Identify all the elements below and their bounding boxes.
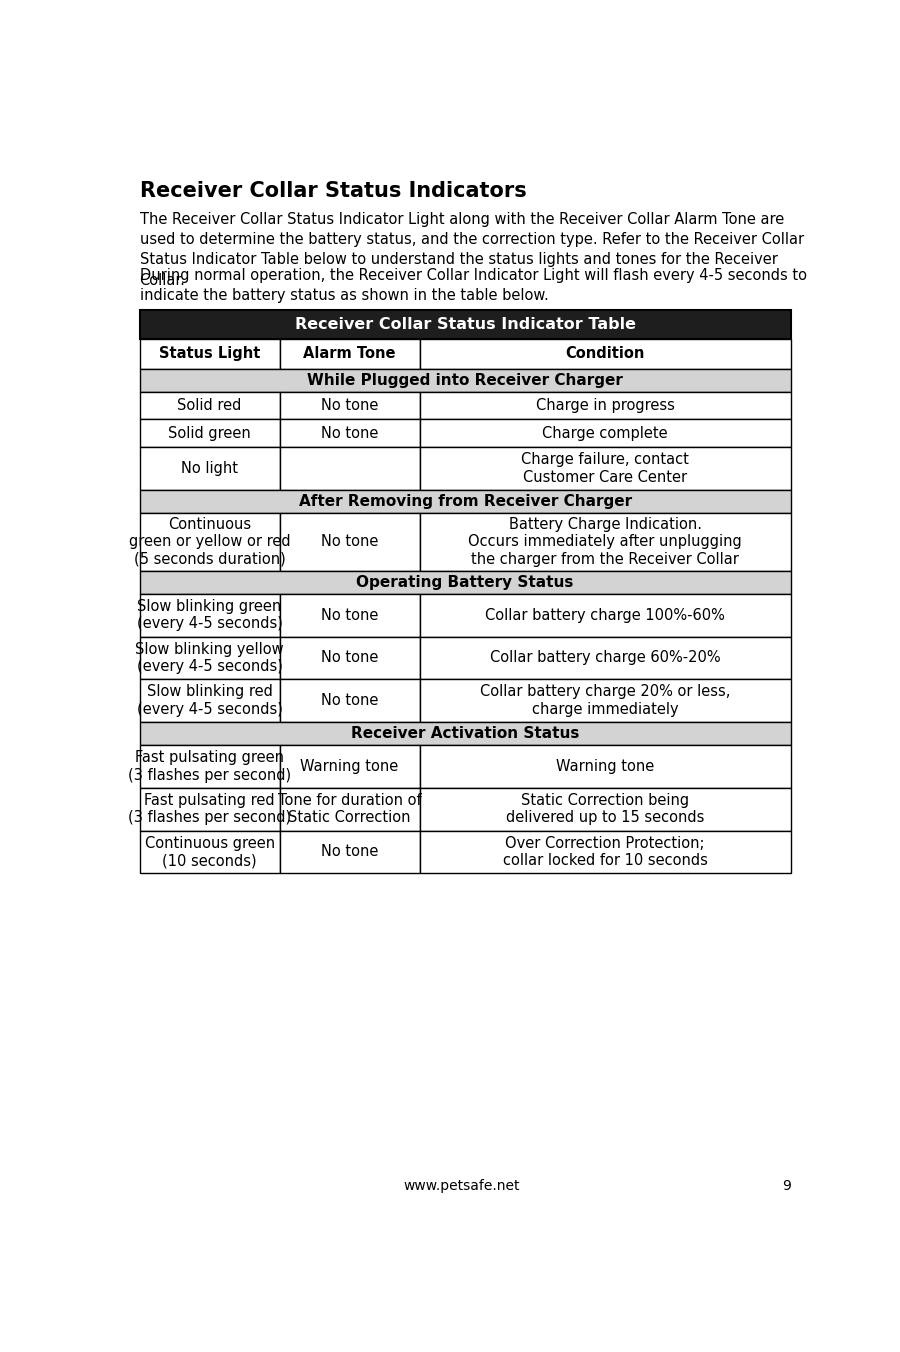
Text: Collar battery charge 20% or less,
charge immediately: Collar battery charge 20% or less, charg… [480, 684, 730, 717]
Text: Static Correction being
delivered up to 15 seconds: Static Correction being delivered up to … [506, 794, 705, 826]
Bar [419, 339, 790, 369]
Text: Tone for duration of
Static Correction: Tone for duration of Static Correction [278, 794, 421, 826]
Bar [280, 512, 419, 571]
Text: No tone: No tone [321, 534, 378, 549]
Bar [280, 830, 419, 873]
Bar [419, 512, 790, 571]
Text: 9: 9 [782, 1179, 790, 1194]
Bar [419, 830, 790, 873]
Text: Battery Charge Indication.
Occurs immediately after unplugging
the charger from : Battery Charge Indication. Occurs immedi… [468, 516, 742, 566]
Bar [140, 788, 280, 830]
Bar [140, 369, 790, 392]
Bar [280, 392, 419, 419]
Bar [140, 679, 280, 722]
Bar [419, 788, 790, 830]
Text: Slow blinking green
(every 4-5 seconds): Slow blinking green (every 4-5 seconds) [137, 599, 283, 631]
Text: Solid red: Solid red [177, 397, 242, 414]
Bar [140, 339, 280, 369]
Bar [140, 310, 790, 339]
Bar [419, 392, 790, 419]
Text: Continuous
green or yellow or red
(5 seconds duration): Continuous green or yellow or red (5 sec… [129, 516, 291, 566]
Bar [280, 594, 419, 637]
Text: Receiver Activation Status: Receiver Activation Status [351, 726, 580, 741]
Text: Collar battery charge 60%-20%: Collar battery charge 60%-20% [490, 650, 720, 665]
Bar [280, 448, 419, 489]
Bar [419, 448, 790, 489]
Text: Over Correction Protection;
collar locked for 10 seconds: Over Correction Protection; collar locke… [503, 836, 707, 868]
Bar [140, 512, 280, 571]
Bar [419, 637, 790, 679]
Text: Charge failure, contact
Customer Care Center: Charge failure, contact Customer Care Ce… [521, 453, 689, 485]
Bar [419, 745, 790, 788]
Text: Warning tone: Warning tone [301, 758, 399, 773]
Bar [140, 571, 790, 594]
Text: After Removing from Receiver Charger: After Removing from Receiver Charger [299, 493, 632, 508]
Bar [140, 745, 280, 788]
Text: No tone: No tone [321, 607, 378, 623]
Bar [140, 489, 790, 512]
Bar [280, 788, 419, 830]
Text: Alarm Tone: Alarm Tone [303, 346, 396, 361]
Text: No tone: No tone [321, 650, 378, 665]
Text: Continuous green
(10 seconds): Continuous green (10 seconds) [145, 836, 274, 868]
Bar [140, 830, 280, 873]
Text: Charge in progress: Charge in progress [536, 397, 674, 414]
Bar [280, 637, 419, 679]
Text: Receiver Collar Status Indicator Table: Receiver Collar Status Indicator Table [294, 318, 635, 333]
Bar [140, 392, 280, 419]
Bar [419, 594, 790, 637]
Bar [140, 419, 280, 448]
Text: Fast pulsating green
(3 flashes per second): Fast pulsating green (3 flashes per seco… [128, 750, 292, 783]
Text: Slow blinking yellow
(every 4-5 seconds): Slow blinking yellow (every 4-5 seconds) [135, 642, 284, 675]
Text: No light: No light [181, 461, 238, 476]
Text: No tone: No tone [321, 426, 378, 441]
Text: Collar battery charge 100%-60%: Collar battery charge 100%-60% [485, 607, 725, 623]
Text: While Plugged into Receiver Charger: While Plugged into Receiver Charger [307, 373, 623, 388]
Bar [140, 594, 280, 637]
Text: No tone: No tone [321, 845, 378, 860]
Text: Receiver Collar Status Indicators: Receiver Collar Status Indicators [140, 181, 526, 200]
Bar [280, 745, 419, 788]
Bar [140, 637, 280, 679]
Bar [140, 722, 790, 745]
Bar [280, 339, 419, 369]
Bar [419, 419, 790, 448]
Bar [140, 448, 280, 489]
Text: No tone: No tone [321, 397, 378, 414]
Text: During normal operation, the Receiver Collar Indicator Light will flash every 4-: During normal operation, the Receiver Co… [140, 268, 806, 303]
Text: Slow blinking red
(every 4-5 seconds): Slow blinking red (every 4-5 seconds) [137, 684, 283, 717]
Text: www.petsafe.net: www.petsafe.net [403, 1179, 519, 1194]
Bar [419, 679, 790, 722]
Text: Charge complete: Charge complete [543, 426, 668, 441]
Text: Condition: Condition [565, 346, 644, 361]
Text: No tone: No tone [321, 694, 378, 708]
Text: The Receiver Collar Status Indicator Light along with the Receiver Collar Alarm : The Receiver Collar Status Indicator Lig… [140, 211, 804, 288]
Bar [280, 419, 419, 448]
Bar [280, 679, 419, 722]
Text: Solid green: Solid green [168, 426, 251, 441]
Text: Fast pulsating red
(3 flashes per second): Fast pulsating red (3 flashes per second… [128, 794, 292, 826]
Text: Warning tone: Warning tone [556, 758, 654, 773]
Text: Status Light: Status Light [159, 346, 260, 361]
Text: Operating Battery Status: Operating Battery Status [356, 575, 574, 589]
